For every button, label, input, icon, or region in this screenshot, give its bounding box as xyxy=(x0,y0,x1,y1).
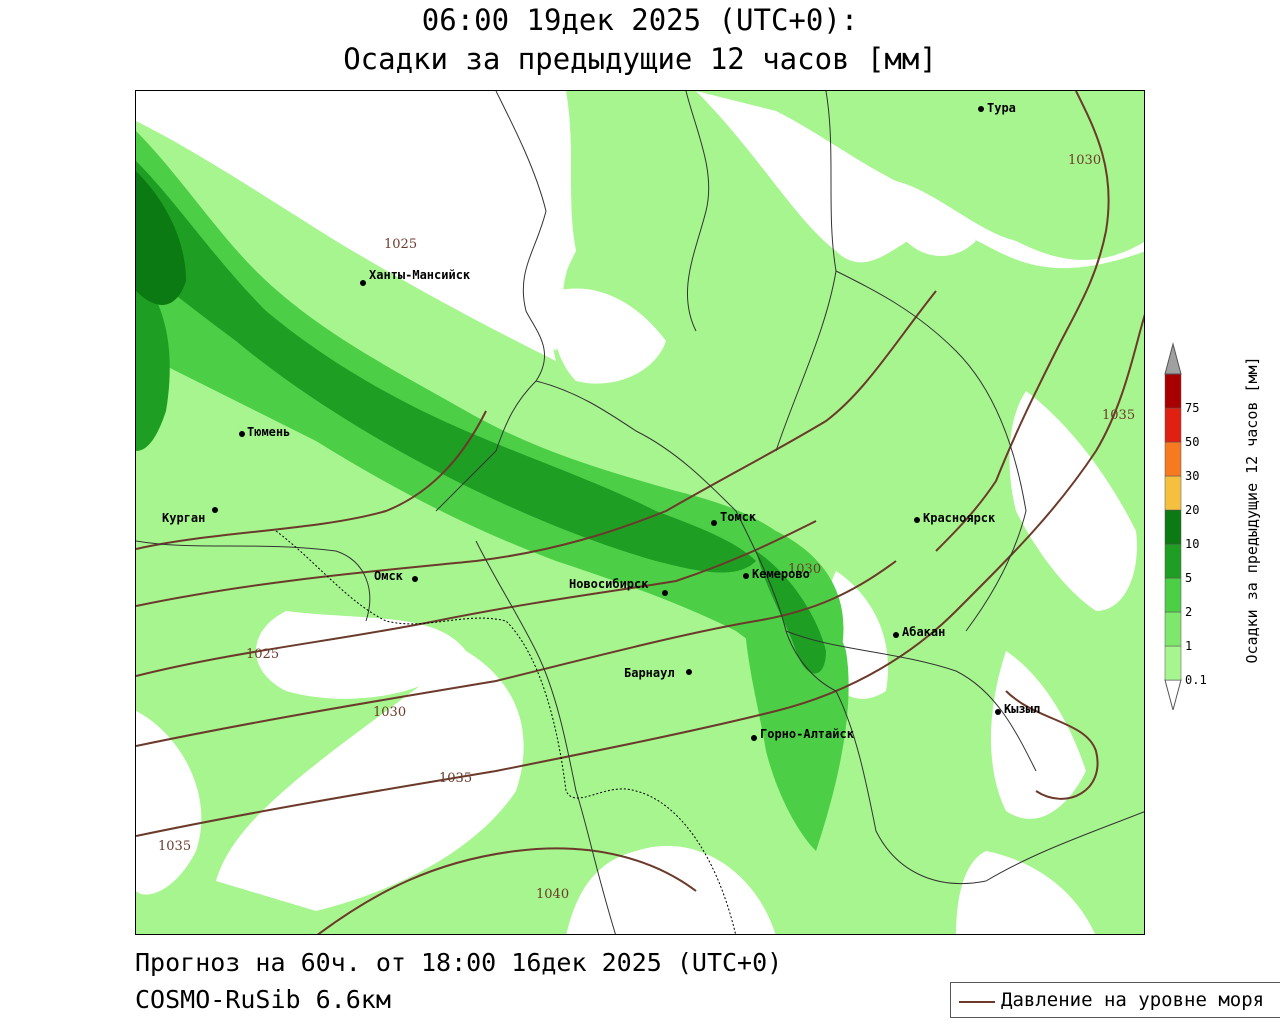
colorbar-tick-label: 1 xyxy=(1185,639,1192,653)
model-name: COSMO-RuSib 6.6км xyxy=(135,985,391,1014)
city-kemerovo: Кемерово xyxy=(743,567,810,581)
map-subtitle: Осадки за предыдущие 12 часов [мм] xyxy=(343,42,937,76)
precip-layer-strong xyxy=(136,171,186,305)
city-tomsk: Томск xyxy=(711,510,757,526)
colorbar-cell xyxy=(1164,543,1182,579)
precipitation-map: 1025 1025 1030 1030 1030 1035 1035 1035 … xyxy=(135,90,1145,935)
svg-text:Курган: Курган xyxy=(162,511,205,525)
city-tura: Тура xyxy=(978,101,1016,115)
pressure-line-swatch xyxy=(959,1001,995,1003)
isobar-label: 1030 xyxy=(788,562,821,577)
colorbar-cell xyxy=(1164,475,1182,511)
isobar-label: 1030 xyxy=(1068,153,1101,168)
city-tyumen: Тюмень xyxy=(239,425,290,439)
colorbar-cell xyxy=(1164,407,1182,443)
city-barnaul: Барнаул xyxy=(624,666,692,680)
country-border xyxy=(275,530,737,934)
region-borders xyxy=(136,91,1144,934)
colorbar-cell xyxy=(1164,645,1182,681)
colorbar-tick-label: 2 xyxy=(1185,605,1192,619)
colorbar-tick-label: 30 xyxy=(1185,469,1199,483)
colorbar-labels: 0.1 1 2 5 10 20 30 50 75 xyxy=(1185,401,1207,687)
precip-layer-heavy xyxy=(136,161,826,674)
isobar-label: 1035 xyxy=(158,839,191,854)
pressure-legend: Давление на уровне моря xyxy=(950,982,1280,1018)
colorbar-tick-label: 75 xyxy=(1185,401,1199,415)
svg-text:Абакан: Абакан xyxy=(902,625,945,639)
colorbar-tick-label: 10 xyxy=(1185,537,1199,551)
isobar-label: 1035 xyxy=(1102,408,1135,423)
svg-text:Тура: Тура xyxy=(987,101,1016,115)
isobar-label: 1025 xyxy=(246,647,279,662)
map-title: 06:00 19дек 2025 (UTC+0): xyxy=(421,3,859,37)
svg-text:Омск: Омск xyxy=(374,569,404,583)
svg-text:Красноярск: Красноярск xyxy=(923,511,996,525)
svg-text:Томск: Томск xyxy=(720,510,757,524)
colorbar-cell xyxy=(1164,577,1182,613)
city-kurgan: Курган xyxy=(162,507,218,525)
isobar-label: 1035 xyxy=(439,771,472,786)
isobar-label: 1040 xyxy=(536,887,569,902)
map-canvas: 1025 1025 1030 1030 1030 1035 1035 1035 … xyxy=(136,91,1144,934)
colorbar-cell xyxy=(1164,611,1182,647)
colorbar-tick-label: 50 xyxy=(1185,435,1199,449)
city-omsk: Омск xyxy=(374,569,418,583)
precip-colorbar: 0.1 1 2 5 10 20 30 50 75 Осадки за предыдущие 12… xyxy=(1164,342,1261,710)
city-krasnoyarsk: Красноярск xyxy=(914,511,996,525)
colorbar-cell xyxy=(1164,509,1182,545)
cities: Тура Ханты-Мансийск Тюмень Курган Омск Т… xyxy=(162,101,1040,741)
svg-text:Новосибирск: Новосибирск xyxy=(569,577,649,591)
svg-text:Тюмень: Тюмень xyxy=(247,425,290,439)
colorbar-tick-label: 0.1 xyxy=(1185,673,1207,687)
svg-text:Барнаул: Барнаул xyxy=(624,666,675,680)
precip-gaps xyxy=(136,91,1137,934)
pressure-legend-label: Давление на уровне моря xyxy=(1001,989,1265,1011)
city-gorno-altaysk: Горно-Алтайск xyxy=(751,727,855,741)
colorbar-tick-label: 20 xyxy=(1185,503,1199,517)
city-kyzyl: Кызыл xyxy=(995,702,1040,716)
colorbar-cell xyxy=(1164,441,1182,477)
colorbar-tick-label: 5 xyxy=(1185,571,1192,585)
isobars xyxy=(136,91,1144,934)
colorbar-cells xyxy=(1164,342,1182,710)
colorbar-title: Осадки за предыдущие 12 часов [мм] xyxy=(1243,356,1261,663)
isobar-label: 1025 xyxy=(384,237,417,252)
colorbar-cell xyxy=(1164,373,1182,409)
city-abakan: Абакан xyxy=(893,625,945,639)
colorbar-upper-arrow xyxy=(1164,342,1182,375)
isobar-labels: 1025 1025 1030 1030 1030 1035 1035 1035 … xyxy=(158,153,1135,902)
city-novosibirsk: Новосибирск xyxy=(569,577,668,596)
forecast-info: Прогноз на 60ч. от 18:00 16дек 2025 (UTC… xyxy=(135,948,783,977)
svg-text:Кемерово: Кемерово xyxy=(752,567,810,581)
svg-text:Ханты-Мансийск: Ханты-Мансийск xyxy=(369,268,471,282)
city-khanty-mansiysk: Ханты-Мансийск xyxy=(360,268,471,286)
svg-text:Горно-Алтайск: Горно-Алтайск xyxy=(760,727,855,741)
isobar-label: 1030 xyxy=(373,705,406,720)
svg-text:Кызыл: Кызыл xyxy=(1004,702,1040,716)
colorbar-lower-arrow xyxy=(1164,679,1182,710)
